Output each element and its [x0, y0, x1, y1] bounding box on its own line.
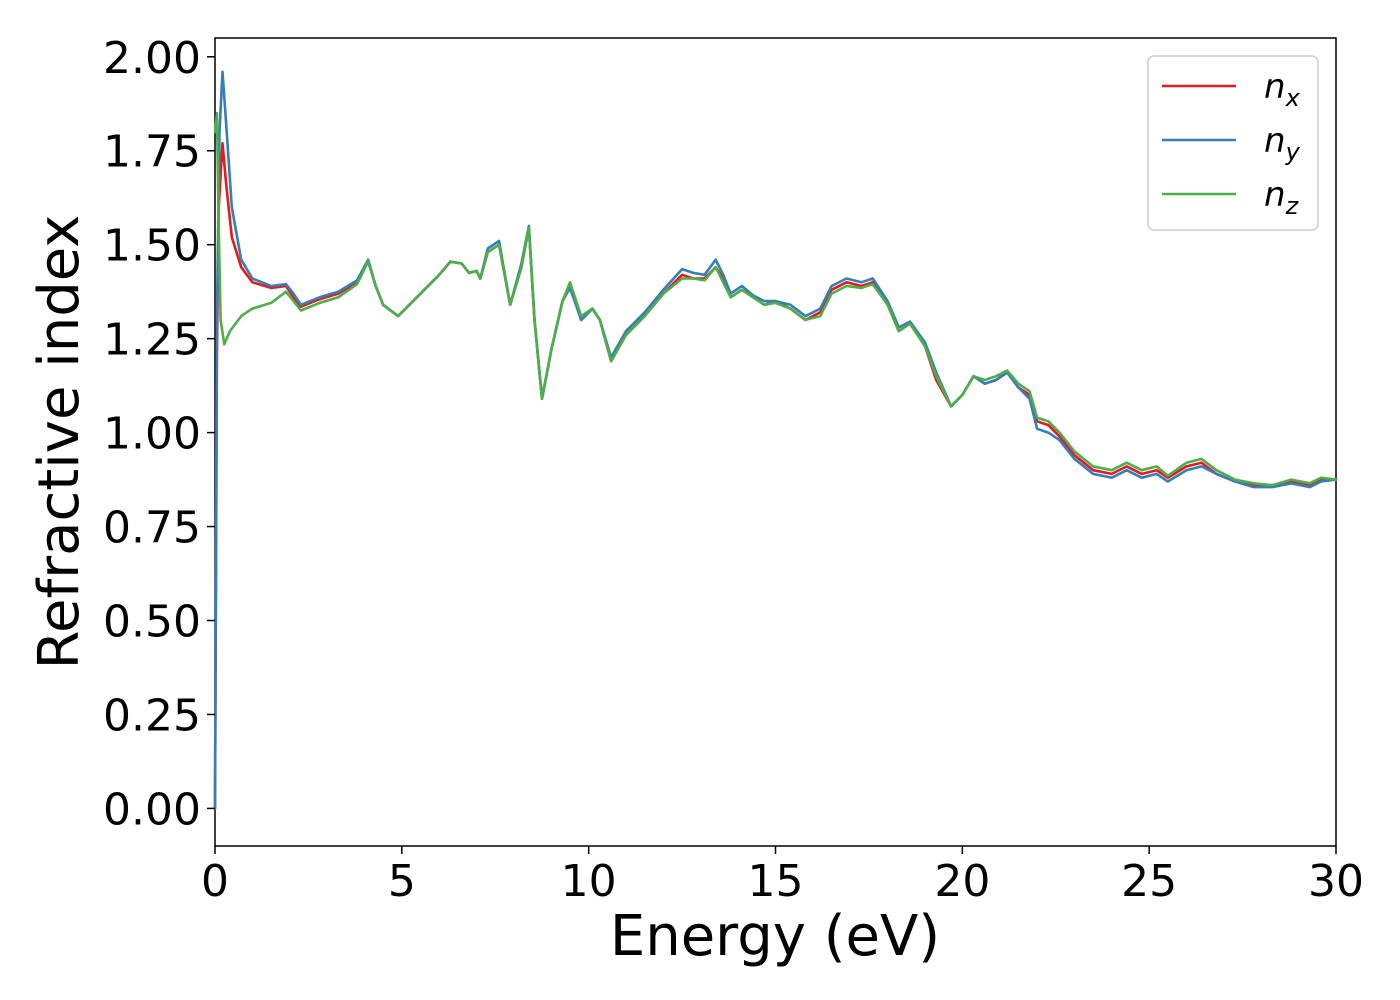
y-tick-label: 2.00: [103, 33, 201, 84]
x-axis: 0 5 10 15 20 25 30: [201, 846, 1364, 907]
series-line-z: [213, 111, 1338, 487]
legend-label-base: n: [1264, 175, 1286, 215]
x-tick-label: 10: [561, 856, 617, 907]
y-axis: 0.00 0.25 0.50 0.75 1.00 1.25 1.50 1.75 2.00: [103, 33, 215, 835]
legend-label-subscript: z: [1285, 192, 1300, 220]
y-tick-label: 1.50: [103, 221, 201, 272]
legend-label-y: ny: [1264, 121, 1301, 166]
legend-label-base: n: [1264, 67, 1286, 107]
x-tick-label: 30: [1308, 856, 1364, 907]
legend-label-z: nz: [1264, 175, 1300, 220]
y-tick-label: 0.25: [103, 690, 201, 741]
x-axis-label: Energy (eV): [610, 904, 940, 969]
legend-label-x: nx: [1264, 67, 1301, 112]
y-tick-label: 0.75: [103, 503, 201, 554]
y-tick-label: 1.00: [103, 409, 201, 460]
x-tick-label: 0: [201, 856, 229, 907]
x-tick-label: 5: [388, 856, 416, 907]
legend-label-base: n: [1264, 121, 1286, 161]
legend-box: [1147, 55, 1319, 231]
y-axis-label: Refractive index: [27, 215, 92, 670]
y-tick-label: 1.25: [103, 315, 201, 366]
y-tick-label: 0.50: [103, 597, 201, 648]
series-layer: [213, 70, 1338, 810]
y-tick-label: 1.75: [103, 127, 201, 178]
legend-label-subscript: y: [1285, 138, 1301, 166]
legend-label-subscript: x: [1285, 84, 1301, 112]
x-tick-label: 20: [934, 856, 990, 907]
x-tick-label: 15: [748, 856, 804, 907]
x-tick-label: 25: [1121, 856, 1177, 907]
y-tick-label: 0.00: [103, 784, 201, 835]
